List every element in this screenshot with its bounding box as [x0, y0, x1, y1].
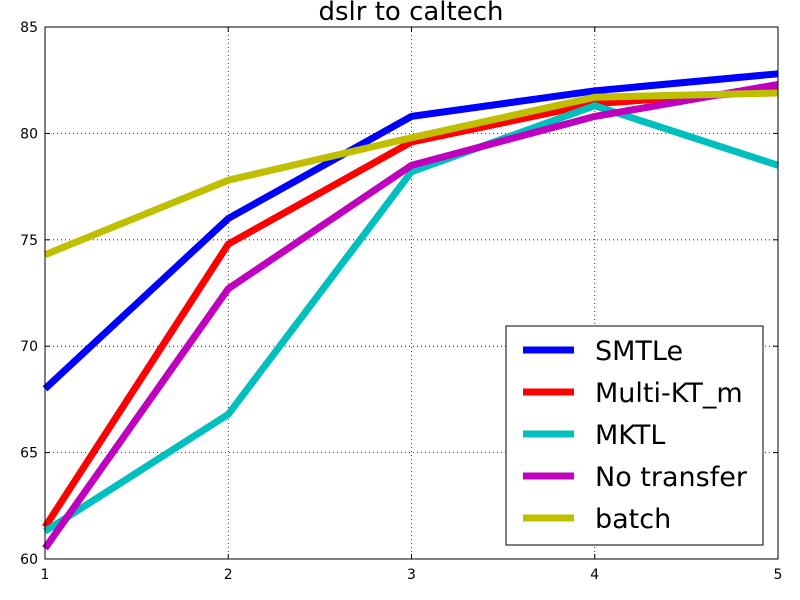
series-line-mktl	[43, 102, 780, 535]
series-line-batch	[43, 89, 779, 258]
y-tick-label: 70	[20, 339, 38, 355]
y-tick-label: 60	[20, 552, 38, 568]
legend-label: SMTLe	[595, 336, 683, 367]
legend-box	[505, 325, 764, 546]
x-tick-label: 4	[590, 567, 599, 583]
series-line-no-transfer	[42, 81, 779, 551]
x-tick-label: 3	[407, 567, 416, 583]
x-tick-label: 2	[224, 567, 233, 583]
y-tick-label: 65	[20, 446, 38, 462]
legend-label: Multi-KT_m	[595, 378, 743, 409]
series-lines	[42, 70, 780, 551]
x-tick-label: 5	[774, 567, 783, 583]
chart-title: dslr to caltech	[318, 0, 503, 27]
y-tick-label: 85	[20, 20, 38, 36]
legend: SMTLe Multi-KT_m MKTL No transfer batch	[505, 325, 764, 546]
axis-ticks: 1 2 3 4 5 60 65 70 75 80 85	[20, 20, 782, 583]
legend-label: No transfer	[595, 462, 748, 493]
legend-label: MKTL	[595, 420, 665, 451]
legend-label: batch	[595, 504, 671, 535]
series-line-multi-kt-m	[42, 87, 779, 530]
y-tick-label: 75	[20, 233, 38, 249]
y-tick-label: 80	[20, 126, 38, 142]
x-tick-label: 1	[41, 567, 50, 583]
series-line-smtle	[42, 70, 779, 392]
